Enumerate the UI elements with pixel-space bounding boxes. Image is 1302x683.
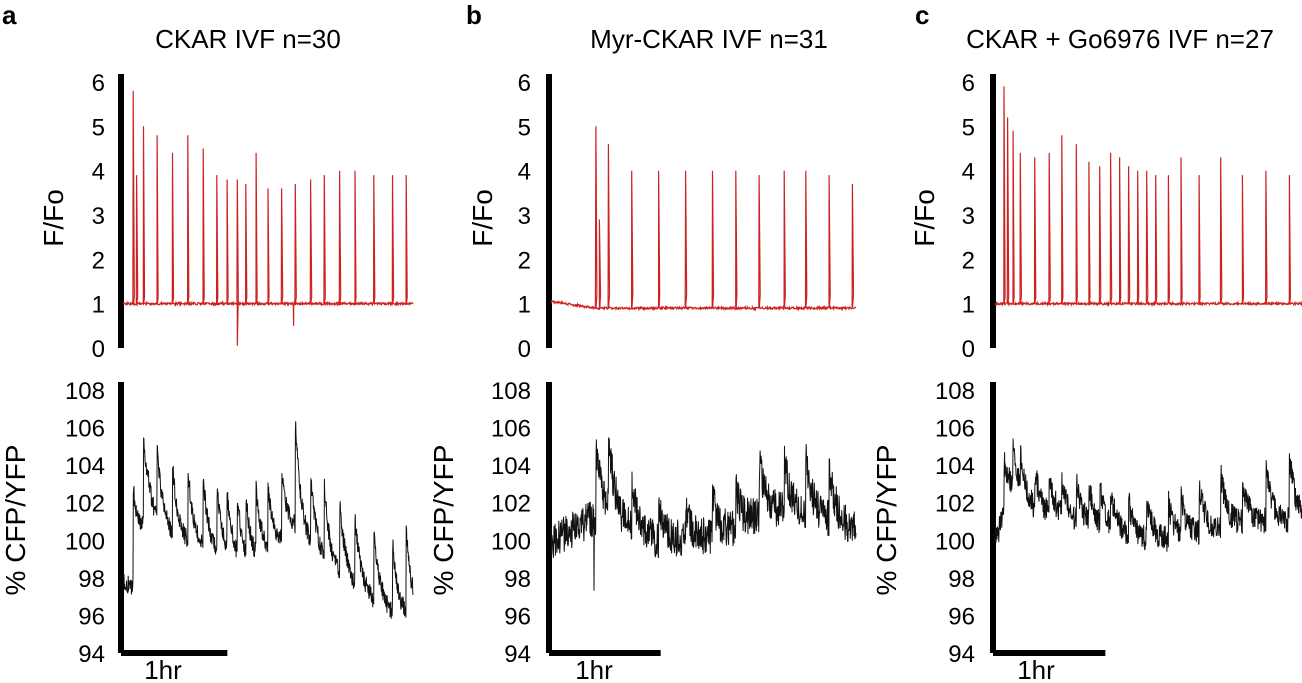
panel-b-bottom-plot: 94 96 98 100 102 104 106 108: [491, 378, 857, 668]
panel-a-bottom-tick-label: 100: [65, 528, 105, 555]
panel-a-scale-bar-label: 1hr: [144, 655, 182, 683]
panel-a-letter: a: [2, 0, 17, 30]
panel-a-top-trace: [122, 90, 414, 346]
panel-b-letter: b: [466, 0, 482, 30]
panel-a-top-ylabel: F/Fo: [38, 189, 69, 247]
panel-b-bottom-tick-label: 100: [491, 528, 531, 555]
panel-c: c CKAR + Go6976 IVF n=27 F/Fo % CFP/YFP …: [871, 0, 1302, 683]
panel-c-top-plot: 0 1 2 3 4 5 6: [962, 70, 1302, 363]
panel-a-title: CKAR IVF n=30: [155, 24, 341, 54]
panel-a-bottom-tick-label: 106: [65, 416, 105, 443]
panel-c-top-tick-label: 5: [962, 114, 975, 141]
panel-a-top-plot: 0 1 2 3 4 5 6: [92, 70, 414, 363]
panel-a-bottom-ylabel: % CFP/YFP: [0, 445, 31, 596]
panel-c-bottom-plot: 94 96 98 100 102 104 106 108: [935, 378, 1302, 668]
panel-a-top-tick-label: 4: [92, 159, 105, 186]
panel-c-bottom-tick-label: 102: [935, 491, 975, 518]
panel-b-bottom-tick-label: 96: [504, 603, 531, 630]
panel-b-bottom-tick-label: 102: [491, 491, 531, 518]
panel-a-top-tick-label: 0: [92, 336, 105, 363]
panel-b-top-tick-label: 2: [518, 247, 531, 274]
panel-b-bottom-ylabel: % CFP/YFP: [428, 445, 459, 596]
panel-a-top-tick-label: 1: [92, 292, 105, 319]
panel-b-top-tick-label: 0: [518, 336, 531, 363]
panel-b: b Myr-CKAR IVF n=31 F/Fo % CFP/YFP 0 1 2 3 4…: [428, 0, 857, 683]
panel-b-top-tick-label: 3: [518, 203, 531, 230]
panel-c-letter: c: [915, 0, 929, 30]
panel-c-top-trace: [994, 86, 1302, 307]
panel-b-top-ylabel: F/Fo: [467, 189, 498, 247]
panel-b-top-tick-label: 1: [518, 292, 531, 319]
panel-c-bottom-trace: [994, 438, 1302, 552]
panel-a: a CKAR IVF n=30 F/Fo % CFP/YFP 0 1 2 3 4 5 6 9…: [0, 0, 414, 683]
panel-a-bottom-tick-label: 102: [65, 491, 105, 518]
panel-a-bottom-tick-label: 104: [65, 453, 105, 480]
panel-b-top-tick-label: 5: [518, 114, 531, 141]
panel-b-top-trace: [550, 126, 857, 312]
panel-a-bottom-plot: 94 96 98 100 102 104 106 108: [65, 378, 414, 668]
panel-b-bottom-trace: [550, 437, 857, 591]
panel-c-bottom-ylabel: % CFP/YFP: [871, 445, 902, 596]
panel-b-top-plot: 0 1 2 3 4 5 6: [518, 70, 857, 363]
panel-c-top-tick-label: 4: [962, 159, 975, 186]
panel-a-top-tick-label: 2: [92, 247, 105, 274]
panel-c-top-tick-label: 3: [962, 203, 975, 230]
panel-c-bottom-tick-label: 94: [948, 641, 975, 668]
panel-c-bottom-tick-label: 96: [948, 603, 975, 630]
panel-c-bottom-tick-label: 100: [935, 528, 975, 555]
panel-c-top-tick-label: 6: [962, 70, 975, 97]
panel-b-title: Myr-CKAR IVF n=31: [590, 24, 828, 54]
panel-c-top-tick-label: 2: [962, 247, 975, 274]
panel-b-bottom-tick-label: 108: [491, 378, 531, 405]
panel-c-bottom-tick-label: 108: [935, 378, 975, 405]
panel-a-top-tick-label: 3: [92, 203, 105, 230]
panel-c-top-ylabel: F/Fo: [909, 189, 940, 247]
panel-a-top-tick-label: 5: [92, 114, 105, 141]
panel-b-top-tick-label: 6: [518, 70, 531, 97]
panel-b-bottom-tick-label: 98: [504, 566, 531, 593]
panel-c-scale-bar-label: 1hr: [1017, 655, 1055, 683]
panel-a-top-tick-label: 6: [92, 70, 105, 97]
panel-c-title: CKAR + Go6976 IVF n=27: [966, 24, 1274, 54]
panel-c-top-tick-label: 0: [962, 336, 975, 363]
panel-c-bottom-tick-label: 98: [948, 566, 975, 593]
panel-b-top-tick-label: 4: [518, 159, 531, 186]
panel-b-scale-bar-label: 1hr: [575, 655, 613, 683]
panel-a-bottom-tick-label: 98: [78, 566, 105, 593]
panel-a-bottom-tick-label: 94: [78, 641, 105, 668]
panel-c-top-tick-label: 1: [962, 292, 975, 319]
panel-a-bottom-tick-label: 96: [78, 603, 105, 630]
panel-a-bottom-trace: [122, 421, 414, 619]
panel-c-bottom-tick-label: 104: [935, 453, 975, 480]
panel-b-bottom-tick-label: 94: [504, 641, 531, 668]
panel-b-bottom-tick-label: 106: [491, 416, 531, 443]
panel-b-bottom-tick-label: 104: [491, 453, 531, 480]
panel-c-bottom-tick-label: 106: [935, 416, 975, 443]
panel-a-bottom-tick-label: 108: [65, 378, 105, 405]
